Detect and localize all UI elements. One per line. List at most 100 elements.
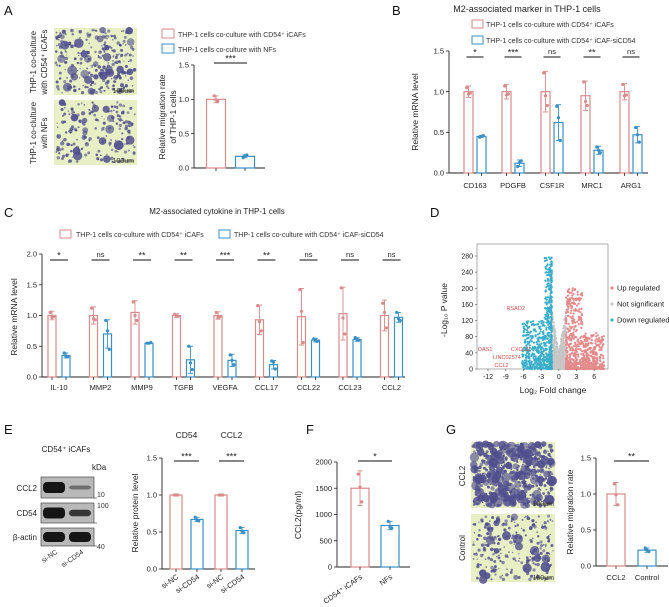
point-up-regulated [581,350,584,353]
cell-mark [123,60,125,62]
cell-mark [539,551,543,555]
point-not-significant [556,362,559,365]
bar [171,314,182,378]
cell-mark [530,472,533,475]
cell-mark [492,568,497,573]
cell-mark [133,113,136,116]
cell-mark [528,497,531,500]
data-point [190,368,194,372]
cell-mark [105,85,109,88]
cell-mark [101,130,103,132]
cell-mark [84,85,88,89]
cell-mark [132,144,135,147]
data-point [187,344,191,348]
data-point [257,320,262,324]
point-down-regulated [542,367,545,370]
cell-mark [546,514,551,518]
blot-row-label-cd54: CD54 [17,509,38,518]
cell-mark [509,570,513,574]
point-not-significant [562,339,565,342]
cell-mark [81,137,83,139]
blot-row-label-actin: β-actin [13,533,37,542]
x-tick-label: 0 [557,374,561,381]
cell-mark [124,43,127,46]
data-point [52,315,56,319]
cell-mark [99,158,104,162]
cell-mark [508,551,510,554]
point-down-regulated [550,296,553,299]
point-up-regulated [577,345,580,348]
cell-mark [65,153,68,155]
cell-mark [536,475,545,484]
cell-mark [103,51,106,53]
point-down-regulated [542,350,545,353]
significance-label: ** [588,48,596,58]
cell-mark [474,451,477,454]
point-up-regulated [594,342,597,345]
volcano-plot: CCL2 LINC02574 CXCL11 OAS1 RSAD2 0 40 80 120 160 2… [439,243,669,395]
cell-mark [87,71,91,74]
point-down-regulated [546,313,549,316]
data-point [221,493,225,497]
cell-mark [107,87,110,90]
cell-mark [491,469,499,477]
point-not-significant [561,362,564,365]
point-up-regulated [602,364,606,367]
point-up-regulated [583,338,586,341]
cell-mark [63,112,67,116]
cell-mark [63,106,66,109]
y-tick-label: 0.5 [147,528,157,537]
point-down-regulated [545,341,548,344]
x-tick-label: -6 [520,374,526,381]
point-not-significant [554,356,557,359]
point-up-regulated [590,339,593,342]
cell-mark [85,38,88,41]
point-down-regulated [522,353,525,356]
cell-mark [511,500,517,506]
point-up-regulated [580,366,584,369]
cell-mark [477,448,485,456]
cell-mark [547,458,551,462]
cell-mark [80,91,85,95]
point-up-regulated [568,291,571,294]
cell-mark [63,79,67,84]
point-down-regulated [550,353,553,356]
point-down-regulated [542,353,545,357]
point-not-significant [553,334,556,337]
cell-mark [546,481,548,484]
cell-mark [497,534,500,537]
gene-label: OAS1 [478,347,493,353]
cell-mark [67,153,70,156]
cell-mark [472,475,476,479]
point-up-regulated [574,342,577,346]
cell-mark [120,48,123,52]
point-down-regulated [527,336,530,339]
cell-mark [481,501,484,504]
cell-mark [490,486,495,491]
data-point [107,347,111,351]
cell-mark [497,554,500,557]
cell-mark [504,495,511,502]
image-label-ccl2: CCL2 [458,465,467,486]
cell-mark [101,54,104,57]
legend-label: THP-1 cells co-culture with CD54⁺ iCAF-s… [234,232,384,239]
x-tick-label: CSF1R [540,181,565,190]
cell-mark [86,50,90,55]
point-down-regulated [545,259,548,262]
y-tick-label: 0.0 [179,164,189,173]
point-up-regulated [567,306,570,309]
chart-title-c: M2-associated cytokine in THP-1 cells [149,207,284,216]
cell-mark [520,475,523,478]
point-down-regulated [548,342,551,345]
data-point [647,550,651,554]
cell-mark [122,42,125,45]
cell-mark [64,56,69,61]
point-up-regulated [565,354,569,357]
data-point [621,82,625,86]
cell-mark [547,500,552,504]
cell-mark [534,470,538,474]
panel-label-a: A [4,3,13,18]
cell-mark [60,102,63,105]
point-not-significant [563,341,566,344]
point-up-regulated [590,362,593,365]
